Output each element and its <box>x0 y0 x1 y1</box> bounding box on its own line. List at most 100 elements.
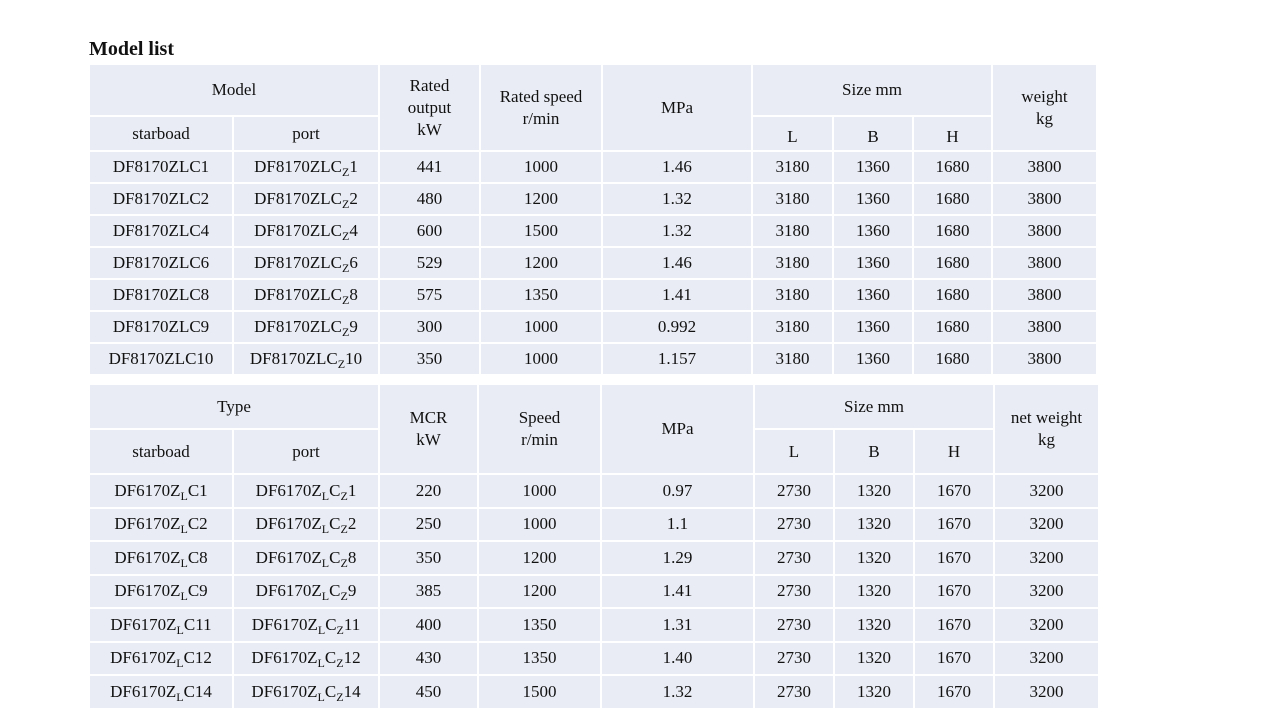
header-text: H <box>946 127 959 146</box>
header-row: starboad port L B H <box>88 115 1097 152</box>
header-line: net weight <box>1010 408 1083 427</box>
header-text: port <box>292 123 320 143</box>
data-row: DF8170ZLC10 DF8170ZLCZ10 350 1000 1.157 3180 1… <box>88 342 1098 376</box>
data-cell: DF8170ZLC8 <box>88 278 234 312</box>
header-cell: Speed r/min <box>477 383 602 475</box>
header-cell: MPa <box>601 63 753 152</box>
header-text: starboad <box>132 441 190 461</box>
data-cell: 1680 <box>912 342 993 376</box>
cell-text: 350 <box>416 349 443 368</box>
model-text: DF6170Z <box>251 681 318 701</box>
data-cell: 1.1 <box>600 506 755 542</box>
data-cell: 1680 <box>912 246 993 280</box>
model-text: 1 <box>349 157 358 176</box>
model-text: 6 <box>349 253 358 272</box>
model-text: 1 <box>347 480 357 500</box>
header-line: MCR <box>409 408 448 427</box>
cell-text: 1360 <box>856 189 890 208</box>
data-cell: 1360 <box>832 214 914 248</box>
model-text: DF6170Z <box>255 581 322 601</box>
data-cell: 1.41 <box>600 573 755 609</box>
header-row: Type MCR kW Speed r/min MPa Size mm net weight k… <box>88 383 1100 475</box>
data-cell: 600 <box>378 214 481 248</box>
cell-text: 2730 <box>777 514 811 534</box>
data-cell: 1500 <box>479 214 603 248</box>
header-cell: Model <box>88 63 380 117</box>
cell-text: 1.41 <box>662 581 693 601</box>
subscript: L <box>317 689 325 704</box>
header-line: kg <box>1036 108 1053 128</box>
data-cell: 1.31 <box>600 607 755 643</box>
data-cell: 1670 <box>913 573 995 609</box>
cell-text: 3180 <box>775 221 810 240</box>
data-cell: 1360 <box>832 246 914 280</box>
data-cell: DF8170ZLCZ6 <box>232 246 380 280</box>
header-line: kg <box>1038 430 1055 449</box>
data-cell: 3200 <box>993 674 1100 710</box>
cell-text: 1350 <box>522 648 557 668</box>
header-cell: B <box>832 115 914 152</box>
model-text: 12 <box>343 648 361 668</box>
model-text: C8 <box>187 547 208 567</box>
data-cell: 1.32 <box>601 214 753 248</box>
cell-text: 1670 <box>937 648 971 668</box>
data-cell: 1360 <box>832 182 914 216</box>
data-row: DF8170ZLC8 DF8170ZLCZ8 575 1350 1.41 3180 1360… <box>88 278 1098 312</box>
model-text: 11 <box>343 614 361 634</box>
model-text: 8 <box>347 547 357 567</box>
data-cell: 1680 <box>912 214 993 248</box>
data-cell: 3800 <box>991 310 1098 344</box>
header-text: port <box>292 441 320 461</box>
data-cell: 1670 <box>913 540 995 576</box>
data-cell: 1.29 <box>600 540 755 576</box>
cell-text: 3180 <box>775 317 810 336</box>
cell-text: 1360 <box>856 221 890 240</box>
cell-text: 1000 <box>524 349 558 368</box>
cell-text: 3200 <box>1029 614 1064 634</box>
subscript: Z <box>340 555 348 570</box>
model-text: C12 <box>183 648 212 668</box>
model-text: C2 <box>187 514 208 534</box>
cell-text: 1680 <box>935 317 970 336</box>
data-cell: 1360 <box>832 278 914 312</box>
model-text: DF8170ZLC <box>254 157 342 176</box>
header-line: output <box>407 97 452 117</box>
subscript: Z <box>337 357 346 371</box>
model-table: Model Rated output kW Rated speed r/min MPa Siz… <box>88 63 1098 376</box>
data-cell: 1000 <box>477 473 602 509</box>
cell-text: 3800 <box>1027 317 1062 336</box>
cell-text: 3180 <box>775 349 810 368</box>
data-cell: DF8170ZLC1 <box>88 150 234 184</box>
cell-text: 3180 <box>775 285 810 304</box>
data-cell: 3800 <box>991 182 1098 216</box>
header-text: starboad <box>132 123 190 143</box>
title: Model list <box>89 38 174 60</box>
cell-text: 2730 <box>777 648 811 668</box>
data-cell: 1500 <box>477 674 602 710</box>
cell-text: 1.1 <box>666 514 689 534</box>
data-cell: 1670 <box>913 674 995 710</box>
cell-text: 3200 <box>1029 581 1064 601</box>
data-cell: 2730 <box>753 640 835 676</box>
subscript: L <box>317 622 326 637</box>
model-text: DF8170ZLC <box>249 349 338 368</box>
header-cell: starboad <box>88 115 234 152</box>
cell-text: 1500 <box>522 681 557 701</box>
data-cell: DF6170ZLCZ2 <box>232 506 380 542</box>
data-cell: 3200 <box>993 573 1100 609</box>
model-text: DF8170ZLC <box>254 285 342 304</box>
data-row: DF6170ZLC11 DF6170ZLCZ11 400 1350 1.31 2730 13… <box>88 607 1100 643</box>
data-cell: 1350 <box>477 640 602 676</box>
data-cell: 3800 <box>991 342 1098 376</box>
model-text: DF8170ZLC <box>254 317 342 336</box>
cell-text: 1.29 <box>662 547 693 567</box>
data-cell: 1360 <box>832 150 914 184</box>
subscript: Z <box>336 656 344 671</box>
subscript: L <box>180 522 188 537</box>
model-text: 2 <box>347 514 357 534</box>
data-cell: 430 <box>378 640 479 676</box>
header-cell: MPa <box>600 383 755 475</box>
cell-text: 1500 <box>524 221 558 240</box>
model-text: C <box>324 648 337 668</box>
cell-text: 1670 <box>937 581 971 601</box>
